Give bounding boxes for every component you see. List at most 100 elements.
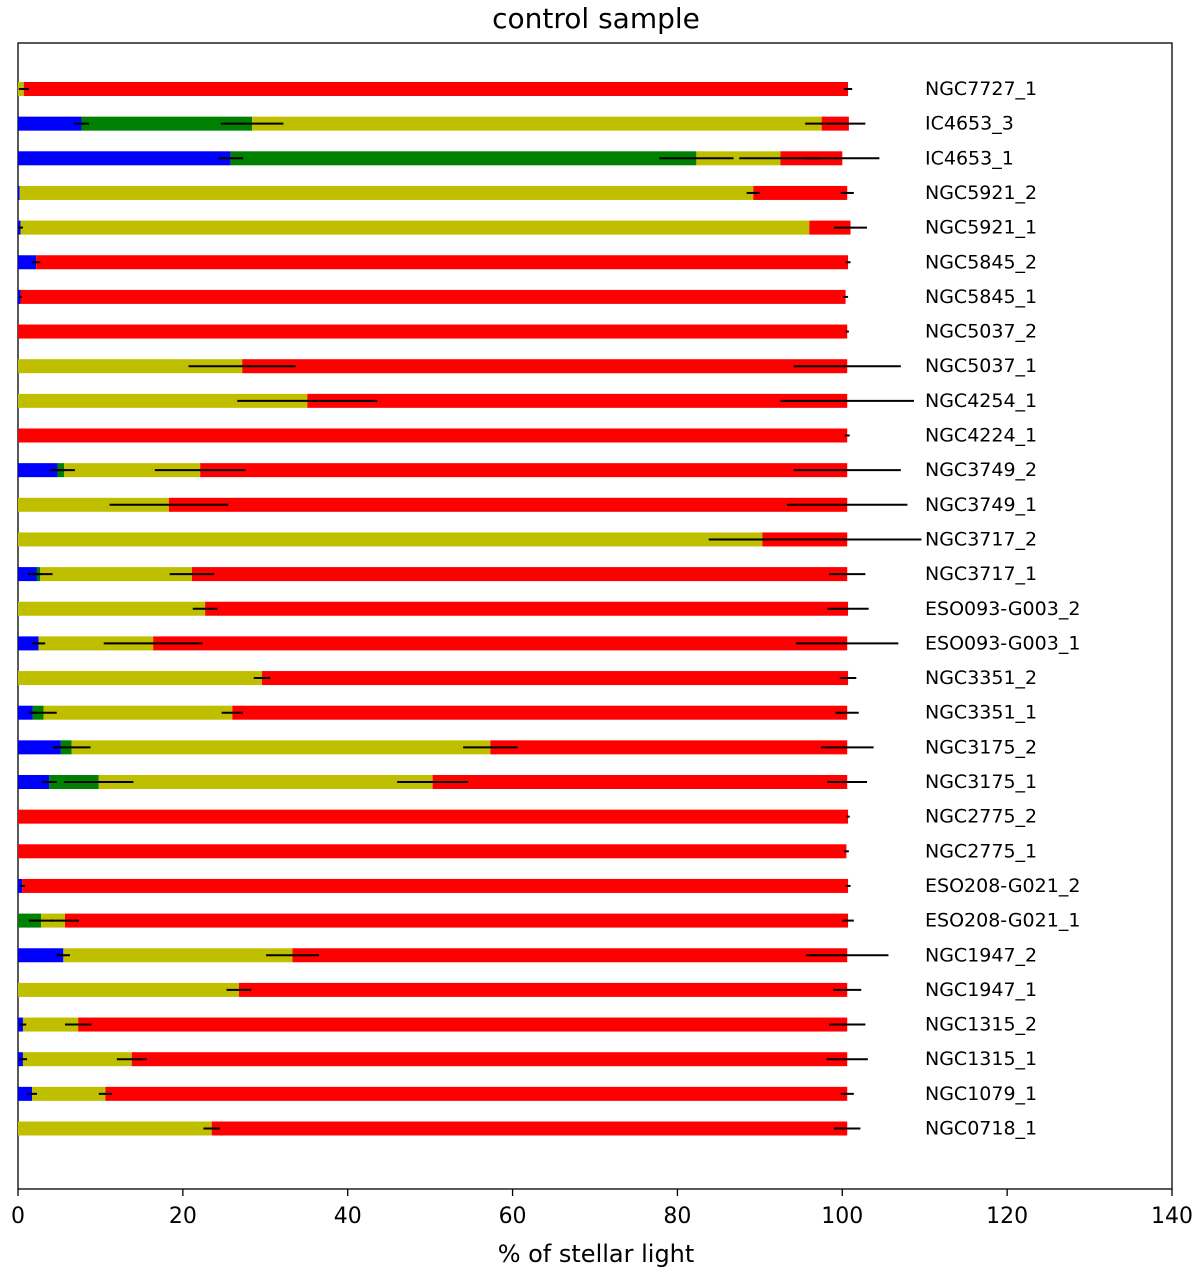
bar-segment [18,497,169,512]
bar-segment [18,151,231,166]
category-label: NGC1947_2 [925,944,1037,966]
bar-segment [238,982,848,997]
bar-segment [18,463,58,478]
bar-segment [18,948,64,963]
bar-segment [191,567,848,582]
category-label: ESO093-G003_1 [925,632,1080,654]
x-tick-label: 140 [1151,1204,1193,1229]
bar-segment [64,913,849,928]
bar-segment [32,1086,106,1101]
bar-segment [490,740,848,755]
bar-segment [432,775,848,789]
bar-segment [23,82,849,96]
x-tick-label: 80 [663,1204,691,1229]
bar-segment [22,1052,132,1067]
bar-segment [18,636,39,651]
bar-segment [38,636,154,651]
category-label: NGC2775_1 [925,840,1037,862]
bar-segment [131,1052,848,1067]
category-label: NGC4224_1 [925,425,1037,447]
bar-segment [232,705,848,720]
bar-segment [18,601,206,616]
bar-segment [18,1121,212,1136]
bar-segment [105,1086,848,1101]
x-tick-label: 100 [821,1204,863,1229]
category-label: NGC7727_1 [925,78,1037,100]
bar-segment [205,601,849,616]
category-label: NGC3175_1 [925,771,1037,793]
category-label: NGC3717_2 [925,528,1037,550]
bar-segment [18,428,848,443]
plot-area-frame [17,42,1173,1190]
bar-segment [18,740,61,755]
bars-layer [18,82,851,1136]
bar-segment [242,359,848,374]
bar-segment [18,359,243,374]
bar-segment [18,844,847,859]
category-label: ESO208-G021_2 [925,875,1080,897]
bar-segment [18,775,50,789]
category-label: NGC3749_2 [925,459,1037,481]
bar-segment [307,393,848,408]
x-tick-label: 0 [11,1204,25,1229]
bar-segment [18,116,82,131]
x-tick-label: 40 [334,1204,362,1229]
category-label: NGC0718_1 [925,1118,1037,1140]
category-label: NGC5845_2 [925,251,1037,273]
bar-segment [18,255,37,270]
category-label: NGC1315_1 [925,1048,1037,1070]
bar-segment [261,671,849,686]
bar-segment [18,324,848,339]
x-tick-label: 60 [499,1204,527,1229]
bar-segment [18,393,308,408]
bar-segment [200,463,848,478]
bar-segment [43,705,233,720]
bar-segment [78,1017,848,1032]
bar-segment [63,948,293,963]
bar-segment [211,1121,848,1136]
category-label: NGC1315_2 [925,1014,1037,1036]
bar-segment [753,185,848,200]
category-label: NGC1947_1 [925,979,1037,1001]
bar-segment [22,1017,79,1032]
bar-segment [20,289,846,304]
bar-segment [18,671,262,686]
error-bars-layer [18,88,922,1130]
bar-segment [20,220,810,235]
category-label: NGC4254_1 [925,390,1037,412]
category-label: NGC5037_1 [925,355,1037,377]
category-label: ESO093-G003_2 [925,598,1080,620]
bar-segment [153,636,848,651]
bar-segment [81,116,253,131]
category-label: NGC2775_2 [925,806,1037,828]
bar-segment [18,567,37,582]
bar-segment [98,775,433,789]
chart-title: control sample [492,2,700,35]
bar-segment [36,255,849,270]
x-tick-label: 20 [169,1204,197,1229]
category-label: NGC3351_2 [925,667,1037,689]
bar-segment [40,567,192,582]
x-tick-label: 120 [986,1204,1028,1229]
category-label: NGC5921_1 [925,217,1037,239]
category-label: NGC5845_1 [925,286,1037,308]
bar-segment [64,463,201,478]
category-label: IC4653_3 [925,113,1014,135]
category-label: IC4653_1 [925,147,1014,169]
category-label: NGC5037_2 [925,321,1037,343]
bar-segment [168,497,848,512]
bar-segment [18,185,20,200]
x-axis: 0 20 40 60 80 100 120 140 [11,1189,1193,1229]
bar-segment [18,532,763,547]
bar-segment [19,185,754,200]
x-axis-label: % of stellar light [498,1240,695,1268]
category-label: NGC3351_1 [925,702,1037,724]
category-label: NGC1079_1 [925,1083,1037,1105]
bar-segment [252,116,822,131]
bar-segment [71,740,491,755]
bar-segment [696,151,781,166]
bar-segment [18,705,33,720]
bar-segment [18,809,849,824]
category-label: NGC5921_2 [925,182,1037,204]
